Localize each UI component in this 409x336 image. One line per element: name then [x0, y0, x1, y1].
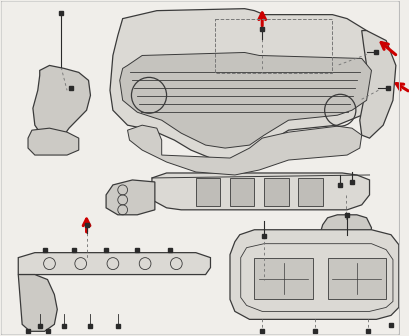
Bar — [298, 178, 323, 206]
Polygon shape — [33, 66, 90, 138]
Polygon shape — [128, 125, 362, 175]
Bar — [196, 178, 220, 206]
Polygon shape — [360, 31, 396, 138]
Bar — [216, 18, 333, 73]
Polygon shape — [28, 128, 79, 155]
Polygon shape — [18, 253, 211, 275]
Polygon shape — [319, 248, 373, 271]
Bar — [328, 258, 386, 299]
Bar — [254, 258, 313, 299]
Bar — [230, 178, 254, 206]
Bar — [264, 178, 288, 206]
Polygon shape — [152, 173, 370, 210]
Polygon shape — [320, 215, 371, 255]
Polygon shape — [106, 180, 155, 215]
Polygon shape — [230, 230, 399, 320]
Polygon shape — [110, 9, 376, 160]
Polygon shape — [18, 275, 57, 331]
Polygon shape — [120, 52, 371, 148]
